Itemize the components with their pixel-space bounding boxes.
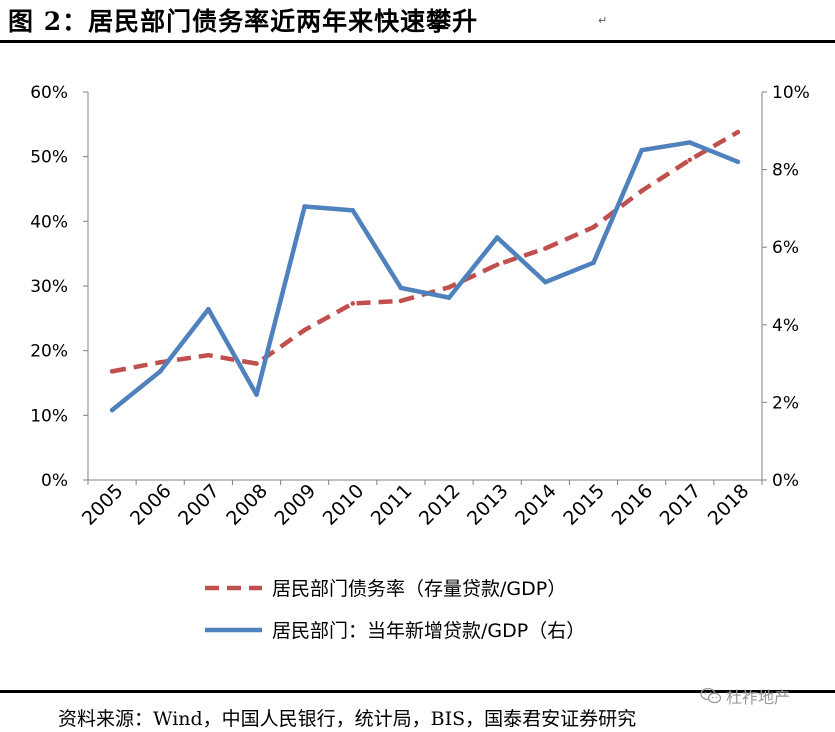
new-loans-point: [398, 285, 404, 291]
debt-ratio-point: [206, 352, 211, 358]
x-tick-label: 2011: [367, 480, 417, 530]
x-tick-label: 2015: [559, 480, 609, 530]
debt-ratio-point: [109, 369, 115, 374]
x-tick-label: 2016: [607, 480, 657, 530]
debt-ratio-point: [302, 327, 307, 333]
new-loans-point: [302, 204, 307, 209]
debt-ratio-point: [591, 224, 596, 230]
figure-title: 图 2：居民部门债务率近两年来快速攀升: [8, 7, 479, 36]
x-tick-label: 2018: [704, 480, 754, 530]
debt-ratio-point: [398, 298, 404, 304]
x-tick-label: 2008: [222, 480, 272, 530]
x-tick-label: 2014: [511, 480, 561, 530]
source-note: 资料来源：Wind，中国人民银行，统计局，BIS，国泰君安证券研究: [58, 708, 637, 730]
debt-ratio-point: [350, 301, 356, 306]
left-tick-label: 10%: [30, 406, 68, 426]
legend-label: 居民部门：当年新增贷款/GDP（右）: [272, 620, 585, 642]
x-tick-label: 2010: [319, 480, 369, 530]
new-loans-line: [110, 140, 739, 412]
new-loans-point: [639, 147, 644, 153]
x-tick-label: 2005: [78, 480, 128, 530]
new-loans-point: [591, 260, 596, 266]
debt-ratio-point: [735, 129, 741, 135]
debt-ratio-point: [446, 284, 452, 290]
debt-ratio-point: [639, 188, 644, 194]
top-rule: [0, 40, 835, 43]
x-tick-label: 2013: [463, 480, 513, 530]
new-loans-point: [687, 140, 693, 145]
new-loans-point: [543, 279, 548, 285]
right-tick-label: 0%: [772, 471, 799, 491]
new-loans-point: [446, 295, 452, 300]
new-loans-point: [735, 159, 741, 165]
debt-ratio-point: [543, 246, 548, 251]
watermark: 杜祚地产: [700, 684, 790, 708]
right-tick-label: 8%: [772, 161, 799, 181]
figure-header: 图 2：居民部门债务率近两年来快速攀升 ↵: [0, 0, 835, 44]
right-tick-label: 10%: [772, 83, 810, 103]
left-tick-label: 0%: [41, 471, 68, 491]
new-loans-point: [157, 369, 163, 374]
right-tick-label: 6%: [772, 238, 799, 258]
x-tick-label: 2007: [174, 480, 224, 530]
left-tick-label: 40%: [30, 212, 68, 232]
x-tick-label: 2017: [656, 480, 706, 530]
new-loans-point: [206, 306, 211, 312]
debt-ratio-point: [494, 262, 500, 267]
wechat-icon: [700, 687, 722, 704]
return-mark: ↵: [598, 14, 608, 27]
new-loans-point: [350, 208, 356, 213]
left-tick-label: 60%: [30, 83, 68, 103]
right-tick-label: 2%: [772, 393, 799, 413]
new-loans-point: [254, 392, 259, 397]
right-tick-label: 4%: [772, 316, 799, 336]
debt-ratio-point: [254, 361, 259, 366]
line-chart: 0%10%20%30%40%50%60%0%2%4%6%8%10%2005200…: [30, 83, 810, 642]
debt-ratio-point: [687, 157, 693, 163]
legend-label: 居民部门债务率（存量贷款/GDP）: [272, 578, 566, 600]
left-tick-label: 30%: [30, 277, 68, 297]
bottom-rule: [0, 690, 835, 693]
x-tick-label: 2009: [270, 480, 320, 530]
x-tick-label: 2012: [415, 480, 465, 530]
debt-ratio-line: [111, 130, 740, 374]
new-loans-point: [494, 235, 500, 240]
debt-ratio-point: [157, 360, 163, 365]
x-tick-label: 2006: [126, 480, 176, 530]
new-loans-point: [109, 407, 115, 413]
left-tick-label: 20%: [30, 342, 68, 362]
left-tick-label: 50%: [30, 148, 68, 168]
watermark-text: 杜祚地产: [726, 688, 791, 707]
